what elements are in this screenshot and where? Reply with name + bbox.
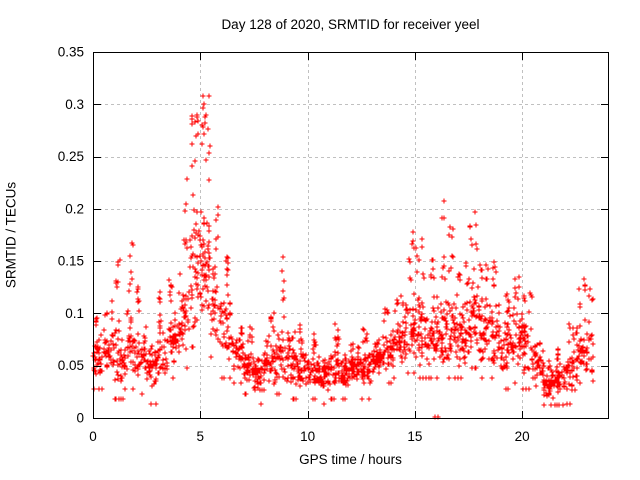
y-tick-label: 0.2	[65, 201, 84, 216]
plot-border	[93, 52, 609, 419]
axis-ticks	[93, 52, 608, 419]
x-tick-label: 10	[300, 429, 315, 444]
y-tick-label: 0.25	[58, 149, 84, 164]
x-tick-label: 20	[515, 429, 530, 444]
y-tick-label: 0.3	[65, 97, 84, 112]
y-tick-label: 0.35	[58, 45, 84, 60]
y-tick-label: 0.15	[58, 254, 84, 269]
scatter-points	[90, 93, 596, 420]
chart-title: Day 128 of 2020, SRMTID for receiver yee…	[221, 17, 480, 32]
x-tick-label: 0	[89, 429, 97, 444]
x-tick-label: 5	[197, 429, 205, 444]
x-axis-label: GPS time / hours	[299, 452, 402, 467]
y-tick-label: 0.1	[65, 306, 84, 321]
y-tick-label: 0.05	[58, 358, 84, 373]
y-tick-label: 0	[76, 411, 84, 426]
x-tick-label: 15	[407, 429, 422, 444]
